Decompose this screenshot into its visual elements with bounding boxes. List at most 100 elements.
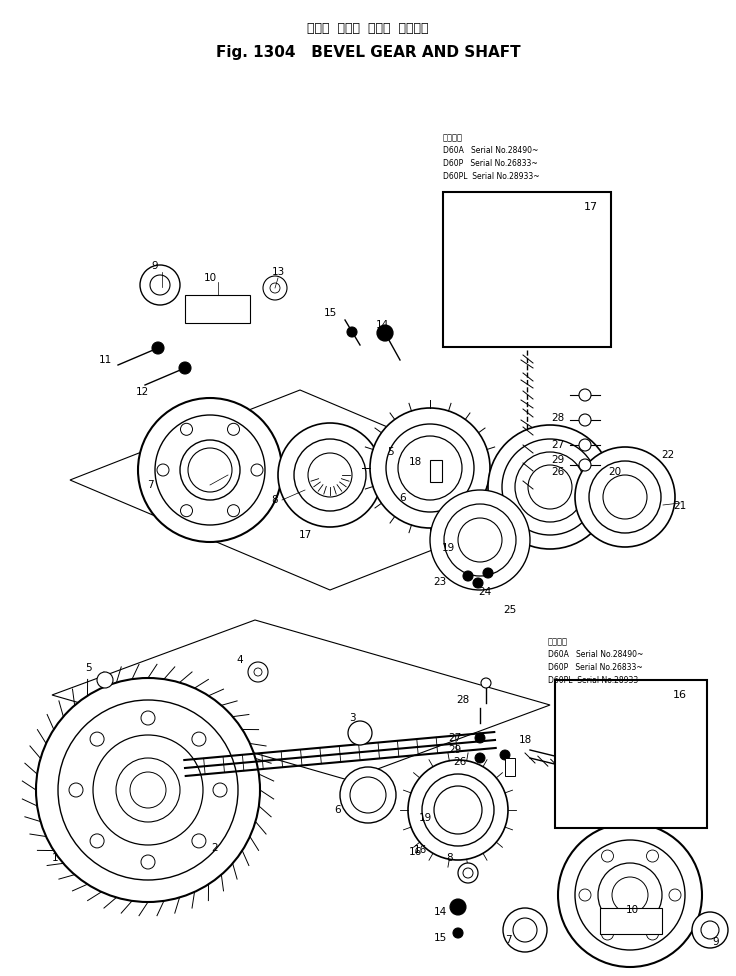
Text: 17: 17: [584, 202, 598, 212]
Circle shape: [646, 928, 659, 940]
Circle shape: [646, 850, 659, 862]
Text: 9: 9: [152, 261, 158, 271]
Text: 26: 26: [453, 757, 467, 767]
Text: D60PL  Serial No.28933~: D60PL Serial No.28933~: [548, 676, 645, 685]
Circle shape: [179, 362, 191, 374]
Circle shape: [90, 732, 104, 746]
Circle shape: [488, 425, 612, 549]
Circle shape: [558, 823, 702, 967]
Circle shape: [340, 767, 396, 823]
Circle shape: [475, 753, 485, 763]
Circle shape: [192, 732, 206, 746]
Text: 3: 3: [349, 713, 355, 723]
Circle shape: [251, 464, 263, 476]
Text: 6: 6: [400, 493, 406, 503]
Circle shape: [248, 662, 268, 682]
Text: D60PL  Serial No.28933~: D60PL Serial No.28933~: [443, 172, 539, 181]
Text: 5: 5: [85, 663, 91, 673]
Text: 7: 7: [505, 935, 512, 945]
Circle shape: [473, 578, 483, 588]
Circle shape: [157, 464, 169, 476]
Circle shape: [233, 304, 243, 314]
Text: 14: 14: [375, 320, 389, 330]
Circle shape: [601, 928, 614, 940]
Circle shape: [575, 447, 675, 547]
Text: 27: 27: [551, 440, 565, 450]
Text: 20: 20: [609, 467, 622, 477]
Text: ベベル  ギヤー  および  シャフト: ベベル ギヤー および シャフト: [307, 21, 429, 34]
Circle shape: [576, 699, 686, 809]
Text: 2: 2: [212, 843, 219, 853]
Circle shape: [227, 505, 239, 516]
Text: Fig. 1304   BEVEL GEAR AND SHAFT: Fig. 1304 BEVEL GEAR AND SHAFT: [216, 45, 520, 60]
Circle shape: [450, 899, 466, 915]
Circle shape: [579, 459, 591, 471]
Circle shape: [453, 928, 463, 938]
Text: 10: 10: [626, 905, 639, 915]
Text: 13: 13: [272, 267, 285, 277]
Circle shape: [192, 834, 206, 848]
Circle shape: [90, 834, 104, 848]
Text: 26: 26: [551, 467, 565, 477]
Circle shape: [463, 571, 473, 581]
Text: 23: 23: [434, 577, 447, 587]
Circle shape: [643, 916, 653, 926]
Text: 24: 24: [478, 587, 492, 597]
Text: 17: 17: [298, 530, 311, 540]
Text: 28: 28: [551, 413, 565, 423]
Text: D60A   Serial No.28490~: D60A Serial No.28490~: [443, 146, 538, 155]
Circle shape: [141, 711, 155, 725]
Circle shape: [180, 424, 193, 435]
Text: 22: 22: [662, 450, 675, 460]
Text: 18: 18: [408, 457, 422, 467]
Circle shape: [370, 408, 490, 528]
Circle shape: [601, 850, 614, 862]
Circle shape: [607, 916, 617, 926]
Circle shape: [483, 568, 493, 578]
Text: 5: 5: [386, 447, 393, 457]
Text: 19: 19: [418, 813, 431, 823]
Circle shape: [579, 439, 591, 451]
Circle shape: [97, 672, 113, 688]
Circle shape: [500, 205, 518, 223]
Circle shape: [152, 342, 164, 354]
Text: D60P   Serial No.26833~: D60P Serial No.26833~: [548, 663, 643, 672]
Circle shape: [213, 783, 227, 797]
Bar: [505, 758, 515, 776]
Circle shape: [579, 389, 591, 401]
Circle shape: [36, 678, 260, 902]
Circle shape: [227, 424, 239, 435]
Circle shape: [469, 216, 585, 332]
Text: 16: 16: [408, 847, 422, 857]
Text: 16: 16: [414, 845, 427, 855]
Text: 28: 28: [456, 695, 470, 705]
Circle shape: [692, 912, 728, 948]
Text: 29: 29: [448, 745, 461, 755]
Circle shape: [481, 678, 491, 688]
Circle shape: [140, 265, 180, 305]
Text: 10: 10: [203, 273, 216, 283]
Text: 25: 25: [503, 605, 517, 615]
Circle shape: [180, 505, 193, 516]
Text: 1: 1: [52, 853, 58, 863]
Circle shape: [141, 855, 155, 869]
Text: 8: 8: [447, 853, 453, 863]
Circle shape: [430, 490, 530, 590]
Text: 8: 8: [272, 495, 278, 505]
Text: 29: 29: [551, 455, 565, 465]
Circle shape: [278, 423, 382, 527]
Circle shape: [500, 750, 510, 760]
Bar: [600, 908, 662, 934]
Text: 27: 27: [448, 733, 461, 743]
Text: D60P   Serial No.26833~: D60P Serial No.26833~: [443, 159, 538, 168]
Text: 18: 18: [518, 735, 531, 745]
Circle shape: [138, 398, 282, 542]
Circle shape: [602, 689, 620, 707]
Circle shape: [579, 414, 591, 426]
Circle shape: [69, 783, 83, 797]
Text: 14: 14: [434, 907, 447, 917]
Text: D60A   Serial No.28490~: D60A Serial No.28490~: [548, 650, 643, 659]
Text: 19: 19: [442, 543, 455, 553]
Circle shape: [408, 760, 508, 860]
Circle shape: [347, 327, 357, 337]
